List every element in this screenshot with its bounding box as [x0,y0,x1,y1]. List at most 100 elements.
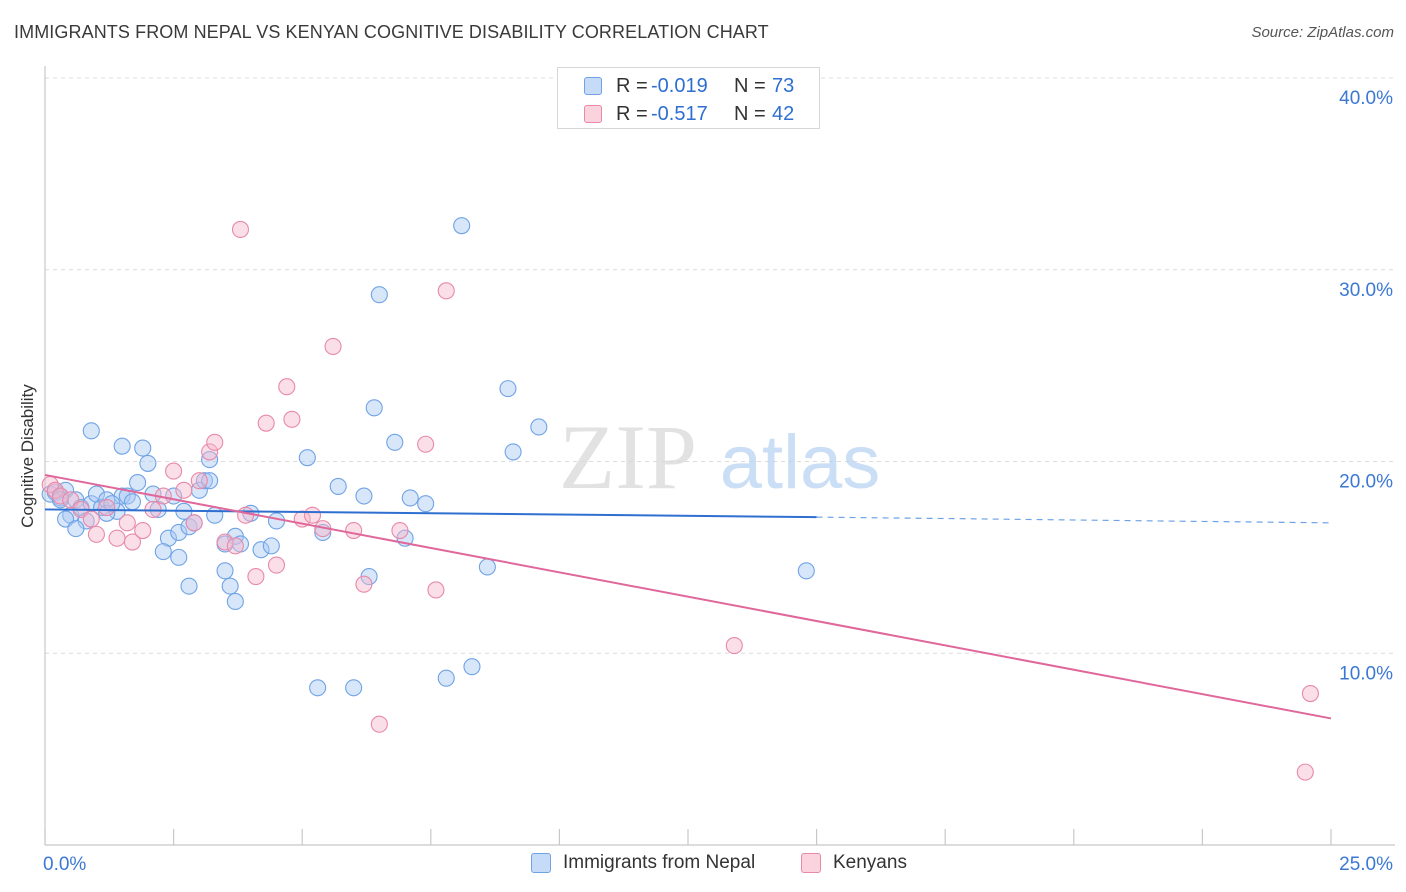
r-label: R = [616,103,648,125]
nepal-point [180,577,198,595]
nepal-point [252,541,270,559]
r-label: R = [616,75,648,97]
nepal-point [262,537,280,555]
legend-label-nepal: Immigrants from Nepal [563,852,756,873]
watermark-atlas: atlas [720,420,881,505]
kenyan-point [87,525,105,543]
trend-line-nepal [44,508,817,519]
n-value: 42 [772,103,795,125]
legend-swatch-kenyans [584,105,602,123]
nepal-point [499,380,517,398]
kenyan-point [144,500,162,518]
y-tick-label: 10.0% [1339,663,1393,684]
correlation-legend: R = -0.019 N = 73 R = -0.517 N = 42 [557,67,820,129]
kenyan-point [82,510,100,528]
kenyan-point [437,282,455,300]
kenyan-point [123,533,141,551]
nepal-point [206,506,224,524]
nepal-point [309,679,327,697]
nepal-point [129,474,147,492]
kenyan-point [725,637,743,655]
kenyan-point [303,506,322,524]
nepal-point [51,491,69,509]
trend-line-nepal-extension [816,516,1332,524]
nepal-point [530,418,548,436]
kenyan-point [226,537,244,555]
nepal-point [201,472,219,490]
kenyan-point [355,575,373,593]
kenyan-point [190,472,208,490]
nepal-point [504,443,522,461]
x-tick-label: 25.0% [1339,854,1393,875]
nepal-point [267,512,286,530]
n-label: N = [734,75,766,97]
y-axis-label: Cognitive Disability [18,384,37,528]
n-value: 73 [772,75,795,97]
kenyan-point [201,443,219,461]
kenyan-point [345,521,363,540]
kenyan-point [206,433,224,451]
nepal-point [139,454,157,472]
kenyan-point [278,378,296,396]
source-label: Source: ZipAtlas.com [1251,24,1394,41]
kenyan-point [108,529,126,547]
nepal-point [453,217,471,235]
r-value: -0.019 [651,75,708,97]
grid-lines [45,77,1395,654]
kenyan-point [324,337,342,356]
kenyan-point [257,414,275,432]
chart-title: IMMIGRANTS FROM NEPAL VS KENYAN COGNITIV… [14,22,769,42]
nepal-point [226,592,244,611]
kenyan-point [237,506,255,524]
nepal-point [386,433,404,451]
n-label: N = [734,103,766,125]
nepal-point [216,562,234,580]
nepal-point [355,487,373,505]
kenyan-point [247,567,265,586]
nepal-point [345,679,363,697]
x-tick-label: 0.0% [43,854,86,875]
kenyan-point [370,715,388,733]
legend-row-nepal: R = -0.019 N = 73 [558,73,819,101]
nepal-point [797,562,815,580]
nepal-point [329,477,347,495]
kenyan-point [118,514,136,532]
data-points [41,217,1319,781]
nepal-point [401,489,419,507]
nepal-point [365,399,383,417]
kenyan-point [427,581,445,599]
legend-row-kenyans: R = -0.517 N = 42 [558,101,819,129]
kenyan-point [175,481,193,499]
kenyan-point [1301,684,1319,703]
kenyan-point [134,521,152,540]
nepal-point [134,439,152,457]
legend-swatch-nepal [584,77,602,95]
kenyan-point [165,462,183,480]
y-tick-label: 30.0% [1339,280,1393,301]
kenyan-point [267,556,286,574]
nepal-point [417,495,435,513]
nepal-point [221,577,239,595]
nepal-point [82,422,100,440]
nepal-point [195,472,214,490]
nepal-point [463,658,481,676]
nepal-point [170,523,188,541]
kenyan-point [216,533,234,551]
kenyan-point [417,435,435,453]
y-tick-label: 40.0% [1339,88,1393,109]
tick-labels: 10.0% 20.0% 30.0% 40.0% 0.0% 25.0% [43,88,1393,875]
nepal-point [437,669,455,687]
kenyan-point [185,514,203,532]
nepal-point [298,449,316,467]
axes [44,66,1395,846]
nepal-point [113,437,131,455]
kenyan-point [231,220,250,239]
nepal-point [478,558,496,576]
watermark-zip: ZIP [559,406,697,508]
legend-swatch-kenyans [801,853,821,873]
nepal-point [154,543,172,561]
watermark: ZIP atlas [559,406,880,508]
kenyan-point [283,410,301,428]
kenyan-point [391,521,409,540]
